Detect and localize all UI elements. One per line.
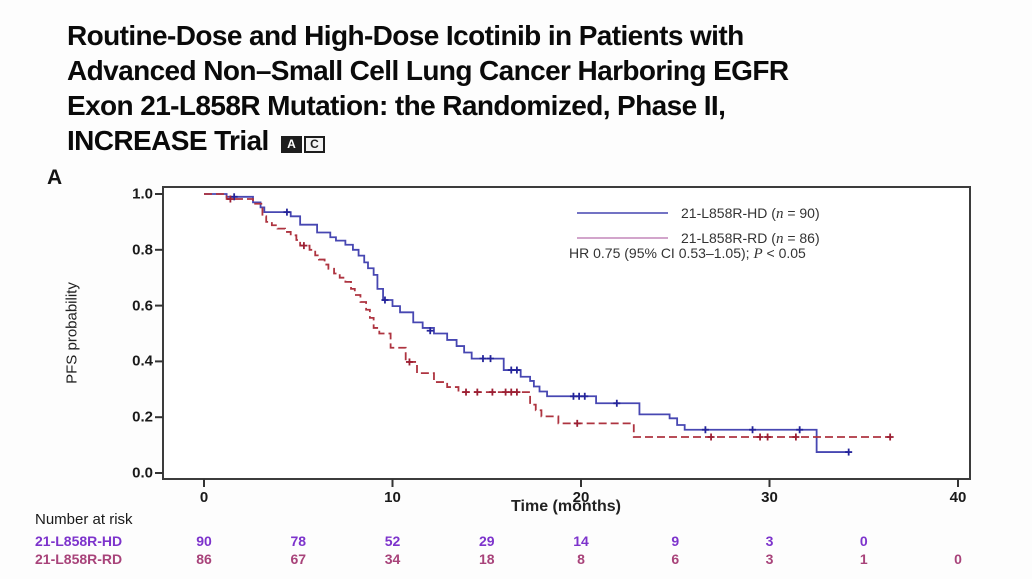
risk-value: 18 bbox=[478, 551, 495, 567]
risk-value: 3 bbox=[765, 533, 774, 549]
y-tick-label: 0.2 bbox=[132, 408, 153, 426]
risk-value: 0 bbox=[954, 551, 962, 567]
risk-value: 78 bbox=[290, 533, 307, 549]
legend-label: 21-L858R-HD (n = 90) bbox=[681, 205, 820, 222]
risk-value: 86 bbox=[196, 551, 212, 567]
risk-value: 8 bbox=[577, 551, 585, 567]
risk-value: 90 bbox=[196, 533, 212, 549]
km-curve-21-l858r-rd bbox=[204, 193, 891, 438]
risk-value: 0 bbox=[859, 533, 868, 549]
y-tick-label: 0.6 bbox=[132, 297, 153, 315]
risk-value: 14 bbox=[573, 533, 589, 549]
title-line: Advanced Non–Small Cell Lung Cancer Harb… bbox=[67, 55, 789, 86]
article-badge-a-icon: A bbox=[280, 136, 302, 153]
legend-swatch bbox=[577, 237, 668, 239]
risk-value: 67 bbox=[290, 551, 307, 567]
x-tick-label: 0 bbox=[199, 489, 209, 506]
risk-row-label: 21-L858R-RD bbox=[35, 551, 123, 567]
title-line: Exon 21-L858R Mutation: the Randomized, … bbox=[67, 90, 726, 121]
plot-frame bbox=[162, 186, 971, 480]
legend-label: 21-L858R-RD (n = 86) bbox=[681, 230, 820, 247]
title-line: Routine-Dose and High-Dose Icotinib in P… bbox=[67, 20, 744, 51]
y-tick-label: 0.4 bbox=[132, 352, 153, 370]
article-badge-c-icon: C bbox=[303, 136, 325, 153]
risk-table-header: Number at risk bbox=[35, 511, 133, 528]
x-tick-label: 40 bbox=[949, 489, 967, 506]
legend-swatch bbox=[577, 212, 668, 214]
risk-row-label: 21-L858R-HD bbox=[35, 533, 123, 549]
panel-label: A bbox=[47, 166, 63, 189]
title-line: INCREASE Trial A C bbox=[67, 123, 997, 158]
risk-value: 1 bbox=[859, 551, 868, 567]
x-tick-label: 20 bbox=[572, 489, 590, 506]
y-axis-label: PFS probability bbox=[63, 282, 81, 384]
risk-value: 3 bbox=[765, 551, 774, 567]
y-tick-label: 0.0 bbox=[132, 464, 153, 482]
x-tick-label: 30 bbox=[761, 489, 778, 506]
y-tick-label: 0.8 bbox=[132, 241, 153, 259]
x-axis-label: Time (months) bbox=[511, 498, 621, 515]
hazard-ratio-note: HR 0.75 (95% CI 0.53–1.05); P < 0.05 bbox=[569, 245, 806, 262]
slide-title: Routine-Dose and High-Dose Icotinib in P… bbox=[67, 18, 997, 158]
y-tick-label: 1.0 bbox=[132, 185, 153, 203]
x-tick-label: 10 bbox=[384, 489, 401, 506]
risk-value: 34 bbox=[384, 551, 401, 567]
risk-value: 29 bbox=[478, 533, 495, 549]
risk-value: 6 bbox=[671, 551, 680, 567]
risk-value: 9 bbox=[671, 533, 680, 549]
km-curve-21-l858r-hd bbox=[204, 193, 849, 453]
risk-value: 52 bbox=[384, 533, 401, 549]
